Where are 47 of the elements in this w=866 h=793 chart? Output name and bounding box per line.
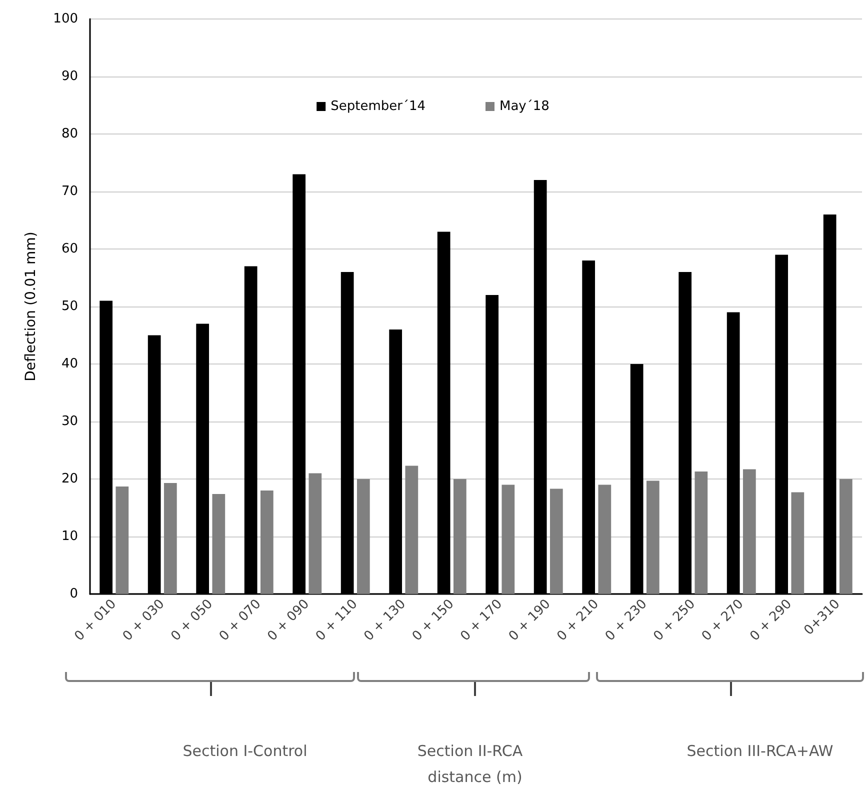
text: Section III-RCA+AW <box>686 742 834 760</box>
y-tick-label: 40 <box>61 356 78 372</box>
x-tick-label: 0 + 250 <box>650 596 698 644</box>
x-tick-label: 0 + 290 <box>747 596 795 644</box>
y-tick-label: 80 <box>61 126 78 142</box>
text: Section I-Control <box>182 742 308 760</box>
x-tick-label: 0 + 210 <box>554 596 602 644</box>
x-tick-label: 0 + 170 <box>458 596 506 644</box>
bar <box>116 486 129 594</box>
x-tick-label: 0 + 150 <box>410 596 458 644</box>
bar <box>356 479 370 594</box>
bar <box>502 484 515 594</box>
y-tick-label: 60 <box>61 242 78 256</box>
bar <box>550 488 563 594</box>
bar <box>260 490 274 594</box>
legend-label: September´14 <box>330 99 426 114</box>
x-tick-label: 0 + 030 <box>120 596 168 644</box>
x-tick-label: 0 + 110 <box>313 596 361 644</box>
x-tick-label: 0 + 190 <box>506 596 554 644</box>
y-tick-label: 10 <box>61 529 78 544</box>
y-tick-label: 100 <box>53 12 78 26</box>
text: distance (m) <box>428 768 522 786</box>
text: Section II-RCA <box>417 742 523 760</box>
bar <box>212 494 226 594</box>
y-axis-title: Deflection (0.01 mm) <box>23 232 39 382</box>
bar <box>646 480 660 594</box>
y-tick-label: 90 <box>61 69 78 84</box>
bar <box>164 483 177 594</box>
y-tick-label: 20 <box>61 472 78 486</box>
y-tick-label: 30 <box>61 414 78 429</box>
x-tick-label: 0 + 090 <box>264 596 312 644</box>
x-tick-label: 0 + 070 <box>216 596 264 644</box>
x-tick-label: 0 + 130 <box>361 596 409 644</box>
y-tick-label: 70 <box>61 184 78 199</box>
bar <box>453 479 466 594</box>
x-tick-label: 0 + 230 <box>602 596 650 644</box>
bar <box>598 484 612 594</box>
bar <box>405 466 418 594</box>
bar <box>839 479 852 594</box>
bar <box>742 469 756 594</box>
legend-label: May´18 <box>499 99 550 114</box>
bar <box>694 472 708 594</box>
x-tick-label: 0 + 050 <box>168 596 216 644</box>
x-tick-label: 0 + 270 <box>699 596 747 644</box>
bar <box>308 473 322 594</box>
y-tick-label: 50 <box>61 299 78 314</box>
bar <box>791 492 804 594</box>
